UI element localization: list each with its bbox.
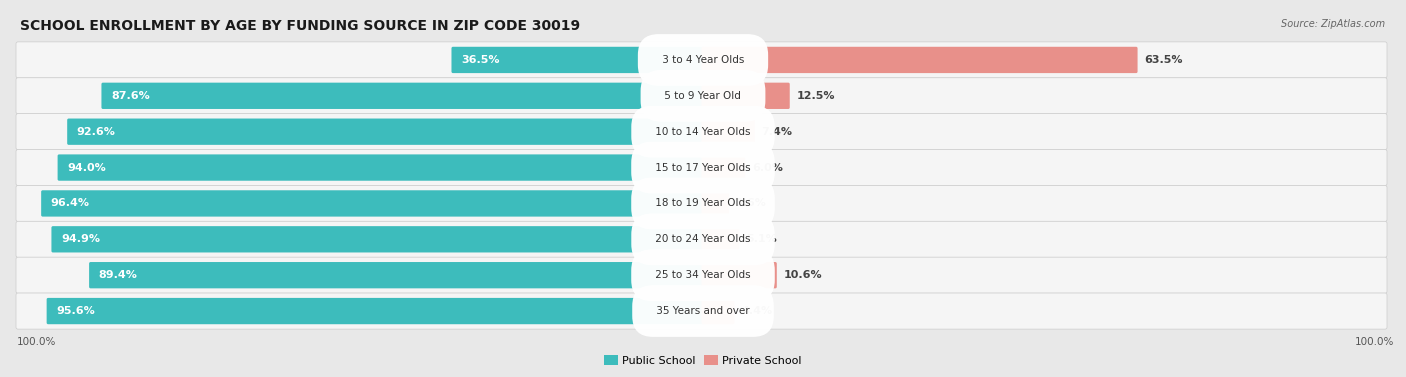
Text: 89.4%: 89.4% xyxy=(98,270,138,280)
Text: SCHOOL ENROLLMENT BY AGE BY FUNDING SOURCE IN ZIP CODE 30019: SCHOOL ENROLLMENT BY AGE BY FUNDING SOUR… xyxy=(20,19,581,33)
FancyBboxPatch shape xyxy=(89,262,704,288)
Text: 6.0%: 6.0% xyxy=(752,162,783,173)
FancyBboxPatch shape xyxy=(702,262,776,288)
FancyBboxPatch shape xyxy=(702,190,730,217)
FancyBboxPatch shape xyxy=(41,190,704,217)
Text: 100.0%: 100.0% xyxy=(1355,337,1395,347)
FancyBboxPatch shape xyxy=(15,257,1386,293)
Text: 36.5%: 36.5% xyxy=(461,55,499,65)
FancyBboxPatch shape xyxy=(15,293,1386,329)
FancyBboxPatch shape xyxy=(702,155,745,181)
Text: 95.6%: 95.6% xyxy=(56,306,94,316)
Text: 63.5%: 63.5% xyxy=(1144,55,1182,65)
Text: 4.4%: 4.4% xyxy=(741,306,772,316)
Text: 25 to 34 Year Olds: 25 to 34 Year Olds xyxy=(652,270,754,280)
FancyBboxPatch shape xyxy=(702,83,790,109)
FancyBboxPatch shape xyxy=(67,118,704,145)
FancyBboxPatch shape xyxy=(702,298,734,324)
FancyBboxPatch shape xyxy=(15,185,1386,222)
Text: 12.5%: 12.5% xyxy=(796,91,835,101)
FancyBboxPatch shape xyxy=(451,47,704,73)
Text: 10.6%: 10.6% xyxy=(783,270,823,280)
FancyBboxPatch shape xyxy=(15,42,1386,78)
Text: 7.4%: 7.4% xyxy=(762,127,793,137)
Text: 3 to 4 Year Olds: 3 to 4 Year Olds xyxy=(658,55,748,65)
Text: 18 to 19 Year Olds: 18 to 19 Year Olds xyxy=(652,198,754,208)
Text: 3.6%: 3.6% xyxy=(735,198,766,208)
Text: 5 to 9 Year Old: 5 to 9 Year Old xyxy=(661,91,745,101)
Text: 35 Years and over: 35 Years and over xyxy=(652,306,754,316)
FancyBboxPatch shape xyxy=(101,83,704,109)
FancyBboxPatch shape xyxy=(46,298,704,324)
FancyBboxPatch shape xyxy=(15,150,1386,185)
Text: Source: ZipAtlas.com: Source: ZipAtlas.com xyxy=(1281,19,1385,29)
Text: 96.4%: 96.4% xyxy=(51,198,90,208)
Text: 15 to 17 Year Olds: 15 to 17 Year Olds xyxy=(652,162,754,173)
Text: 5.1%: 5.1% xyxy=(745,234,776,244)
FancyBboxPatch shape xyxy=(15,113,1386,150)
FancyBboxPatch shape xyxy=(15,78,1386,114)
FancyBboxPatch shape xyxy=(52,226,704,253)
FancyBboxPatch shape xyxy=(702,47,1137,73)
FancyBboxPatch shape xyxy=(15,221,1386,257)
Text: 87.6%: 87.6% xyxy=(111,91,149,101)
Text: 100.0%: 100.0% xyxy=(17,337,56,347)
Text: 20 to 24 Year Olds: 20 to 24 Year Olds xyxy=(652,234,754,244)
Text: 94.9%: 94.9% xyxy=(60,234,100,244)
Text: 94.0%: 94.0% xyxy=(67,162,105,173)
FancyBboxPatch shape xyxy=(702,226,740,253)
Text: 92.6%: 92.6% xyxy=(77,127,115,137)
FancyBboxPatch shape xyxy=(58,155,704,181)
FancyBboxPatch shape xyxy=(702,118,755,145)
Text: 10 to 14 Year Olds: 10 to 14 Year Olds xyxy=(652,127,754,137)
Legend: Public School, Private School: Public School, Private School xyxy=(599,350,807,371)
